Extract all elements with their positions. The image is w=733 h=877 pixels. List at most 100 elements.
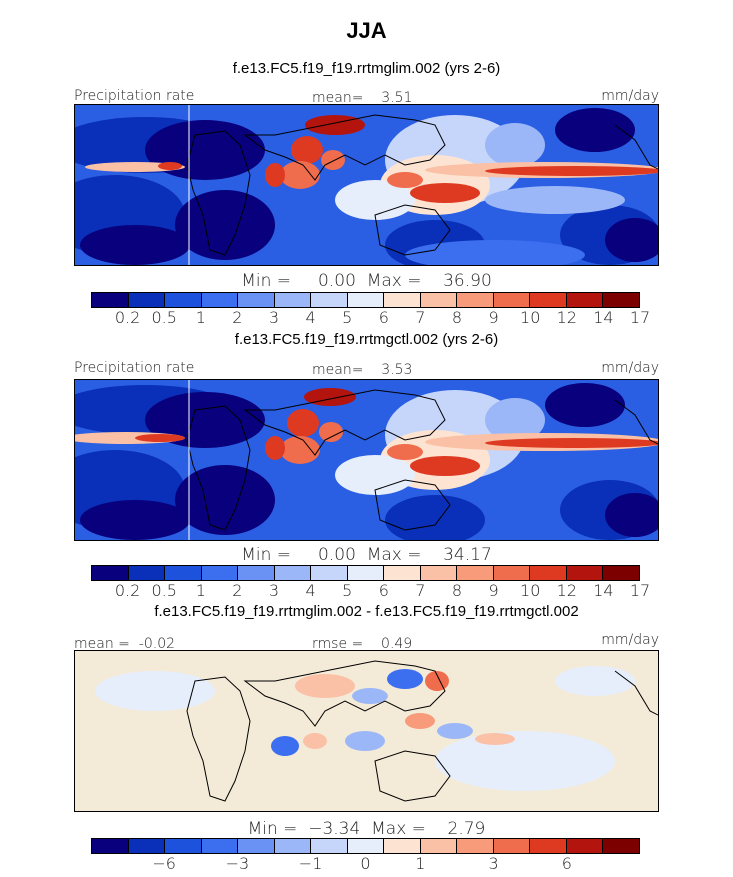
colorbar-tick-label: 17 (629, 581, 651, 600)
colorbar-tick-label: 3 (488, 854, 499, 873)
panel-3-units-label: mm/day (601, 632, 659, 648)
panel-3-mean-label: mean = -0.02 (74, 636, 176, 652)
colorbar-segment (384, 839, 421, 853)
colorbar-segment (311, 566, 348, 580)
figure-title: JJA (346, 18, 387, 43)
colorbar-segment (457, 293, 494, 307)
colorbar-segment (165, 839, 202, 853)
panel-1-minmax: Min = 0.00 Max = 36.90 (241, 271, 492, 291)
colorbar-tick-label: 6 (378, 308, 389, 327)
colorbar-segment (201, 839, 239, 853)
panel-3-colorbar (91, 838, 640, 854)
colorbar-segment (457, 566, 494, 580)
panel-2-units-label: mm/day (601, 360, 659, 376)
colorbar-tick-label: 14 (593, 581, 614, 600)
colorbar-segment (530, 293, 567, 307)
panel-1-colorbar-ticks: 0.2 0.5 1 2 3 4 5 6 7 8 9 10 12 14 17 (91, 308, 650, 328)
colorbar-segment (566, 566, 604, 580)
panel-1-map (74, 104, 659, 266)
colorbar-segment (274, 839, 312, 853)
colorbar-tick-label: 5 (342, 581, 353, 600)
panel-1-map-svg (75, 105, 658, 265)
colorbar-segment (603, 293, 639, 307)
colorbar-segment (92, 839, 129, 853)
colorbar-tick-label: 12 (556, 581, 577, 600)
colorbar-segment (566, 293, 604, 307)
panel-2-case-title: f.e13.FC5.f19_f19.rrtmgctl.002 (yrs 2-6) (234, 331, 499, 348)
panel-3-rmse-label: rmse = 0.49 (312, 636, 413, 652)
colorbar-segment (603, 566, 639, 580)
colorbar-tick-label: 17 (629, 308, 651, 327)
panel-1-units-label: mm/day (601, 88, 659, 104)
colorbar-segment (530, 566, 567, 580)
colorbar-segment (201, 566, 239, 580)
colorbar-segment (238, 566, 275, 580)
colorbar-tick-label: 10 (520, 581, 541, 600)
panel-3-minmax: Min = −3.34 Max = 2.79 (247, 819, 486, 839)
colorbar-tick-label: −6 (152, 854, 176, 873)
panel-3-map-svg (75, 651, 658, 811)
panel-1-colorbar (91, 292, 640, 308)
colorbar-tick-label: 6 (561, 854, 572, 873)
colorbar-segment (347, 566, 385, 580)
colorbar-segment (165, 566, 202, 580)
colorbar-segment (384, 566, 421, 580)
colorbar-segment (128, 839, 166, 853)
colorbar-segment (347, 293, 385, 307)
colorbar-tick-label: 5 (342, 308, 353, 327)
panel-2-colorbar (91, 565, 640, 581)
colorbar-tick-label: 10 (520, 308, 541, 327)
colorbar-segment (274, 566, 312, 580)
colorbar-segment (493, 839, 531, 853)
colorbar-tick-label: 3 (268, 308, 280, 327)
panel-2-colorbar-ticks: 0.2 0.5 1 2 3 4 5 6 7 8 9 10 12 14 17 (91, 581, 650, 601)
colorbar-tick-label: 0 (360, 854, 371, 873)
colorbar-tick-label: 7 (415, 308, 426, 327)
colorbar-tick-label: 4 (305, 581, 316, 600)
colorbar-tick-label: 9 (488, 581, 499, 600)
colorbar-segment (311, 293, 348, 307)
colorbar-tick-label: 14 (593, 308, 614, 327)
colorbar-tick-label: 1 (195, 308, 206, 327)
panel-2-mean-label: mean= 3.53 (312, 362, 413, 378)
colorbar-tick-label: −3 (225, 854, 250, 873)
colorbar-segment (201, 293, 239, 307)
colorbar-tick-label: 12 (556, 308, 577, 327)
colorbar-tick-label: 8 (451, 308, 463, 327)
colorbar-segment (493, 293, 531, 307)
colorbar-tick-label: 6 (378, 581, 389, 600)
colorbar-tick-label: 1 (195, 581, 206, 600)
colorbar-segment (238, 839, 275, 853)
colorbar-segment (420, 839, 458, 853)
panel-2-map (74, 379, 659, 541)
colorbar-segment (165, 293, 202, 307)
colorbar-tick-label: 0.2 (114, 581, 141, 600)
colorbar-tick-label: 7 (415, 581, 426, 600)
colorbar-tick-label: 1 (415, 854, 426, 873)
colorbar-segment (384, 293, 421, 307)
colorbar-segment (530, 839, 567, 853)
panel-3-map (74, 650, 659, 812)
colorbar-segment (92, 293, 129, 307)
colorbar-segment (128, 293, 166, 307)
colorbar-tick-label: 9 (488, 308, 499, 327)
colorbar-tick-label: 4 (305, 308, 316, 327)
colorbar-tick-label: −1 (298, 854, 323, 873)
colorbar-segment (420, 293, 458, 307)
panel-1-variable-label: Precipitation rate (74, 88, 195, 104)
colorbar-segment (238, 293, 275, 307)
colorbar-segment (420, 566, 458, 580)
colorbar-segment (274, 293, 312, 307)
colorbar-segment (128, 566, 166, 580)
panel-1-mean-label: mean= 3.51 (312, 90, 413, 106)
panel-2-minmax: Min = 0.00 Max = 34.17 (241, 545, 492, 565)
panel-3-colorbar-ticks: −6 −3 −1 0 1 3 6 (91, 854, 640, 874)
colorbar-tick-label: 0.5 (151, 308, 177, 327)
panel-2-map-svg (75, 380, 658, 540)
colorbar-tick-label: 0.2 (114, 308, 141, 327)
colorbar-tick-label: 2 (232, 581, 243, 600)
panel-3-case-title: f.e13.FC5.f19_f19.rrtmglim.002 - f.e13.F… (154, 603, 579, 620)
colorbar-tick-label: 2 (232, 308, 243, 327)
colorbar-tick-label: 0.5 (151, 581, 177, 600)
colorbar-segment (347, 839, 385, 853)
